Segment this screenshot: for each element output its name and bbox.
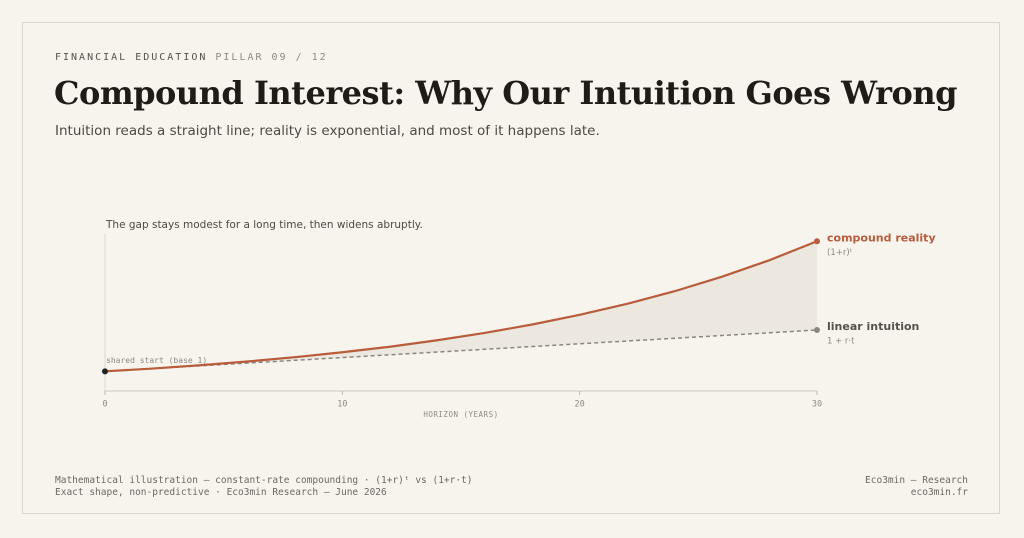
- x-tick-label: 10: [337, 400, 347, 410]
- title: Compound Interest: Why Our Intuition Goe…: [54, 74, 958, 112]
- start-dot: [102, 368, 108, 375]
- footer-right: Eco3min — Research eco3min.fr: [865, 475, 968, 499]
- footer-left: Mathematical illustration — constant-rat…: [55, 475, 473, 499]
- pillar: PILLAR 09 / 12: [215, 52, 328, 63]
- subtitle: Intuition reads a straight line; reality…: [55, 123, 600, 139]
- footer-line: Exact shape, non-predictive · Eco3min Re…: [55, 487, 387, 498]
- legend-label: linear intuition: [827, 320, 919, 333]
- legend-formula: (1+r)ᵗ: [827, 248, 852, 258]
- footer-line: eco3min.fr: [910, 487, 968, 498]
- card: [22, 22, 1000, 514]
- gap-area: [105, 241, 817, 372]
- end-dot: [814, 238, 820, 245]
- x-axis-label: HORIZON (YEARS): [423, 410, 498, 419]
- x-tick-label: 20: [575, 400, 585, 410]
- x-tick-label: 0: [102, 400, 107, 410]
- legend-label: compound reality: [827, 231, 936, 244]
- footer-line: Mathematical illustration — constant-rat…: [55, 475, 473, 486]
- footer-line: Eco3min — Research: [865, 475, 968, 486]
- series-line: [104, 240, 818, 373]
- legend-formula: 1 + r·t: [827, 337, 855, 347]
- end-dot: [814, 327, 820, 334]
- kicker-text: FINANCIAL EDUCATION: [55, 52, 208, 63]
- x-tick-label: 30: [812, 400, 822, 410]
- kicker: FINANCIAL EDUCATION PILLAR 09 / 12: [55, 52, 328, 63]
- annotation: The gap stays modest for a long time, th…: [105, 219, 423, 231]
- start-label: shared start (base 1): [106, 356, 207, 365]
